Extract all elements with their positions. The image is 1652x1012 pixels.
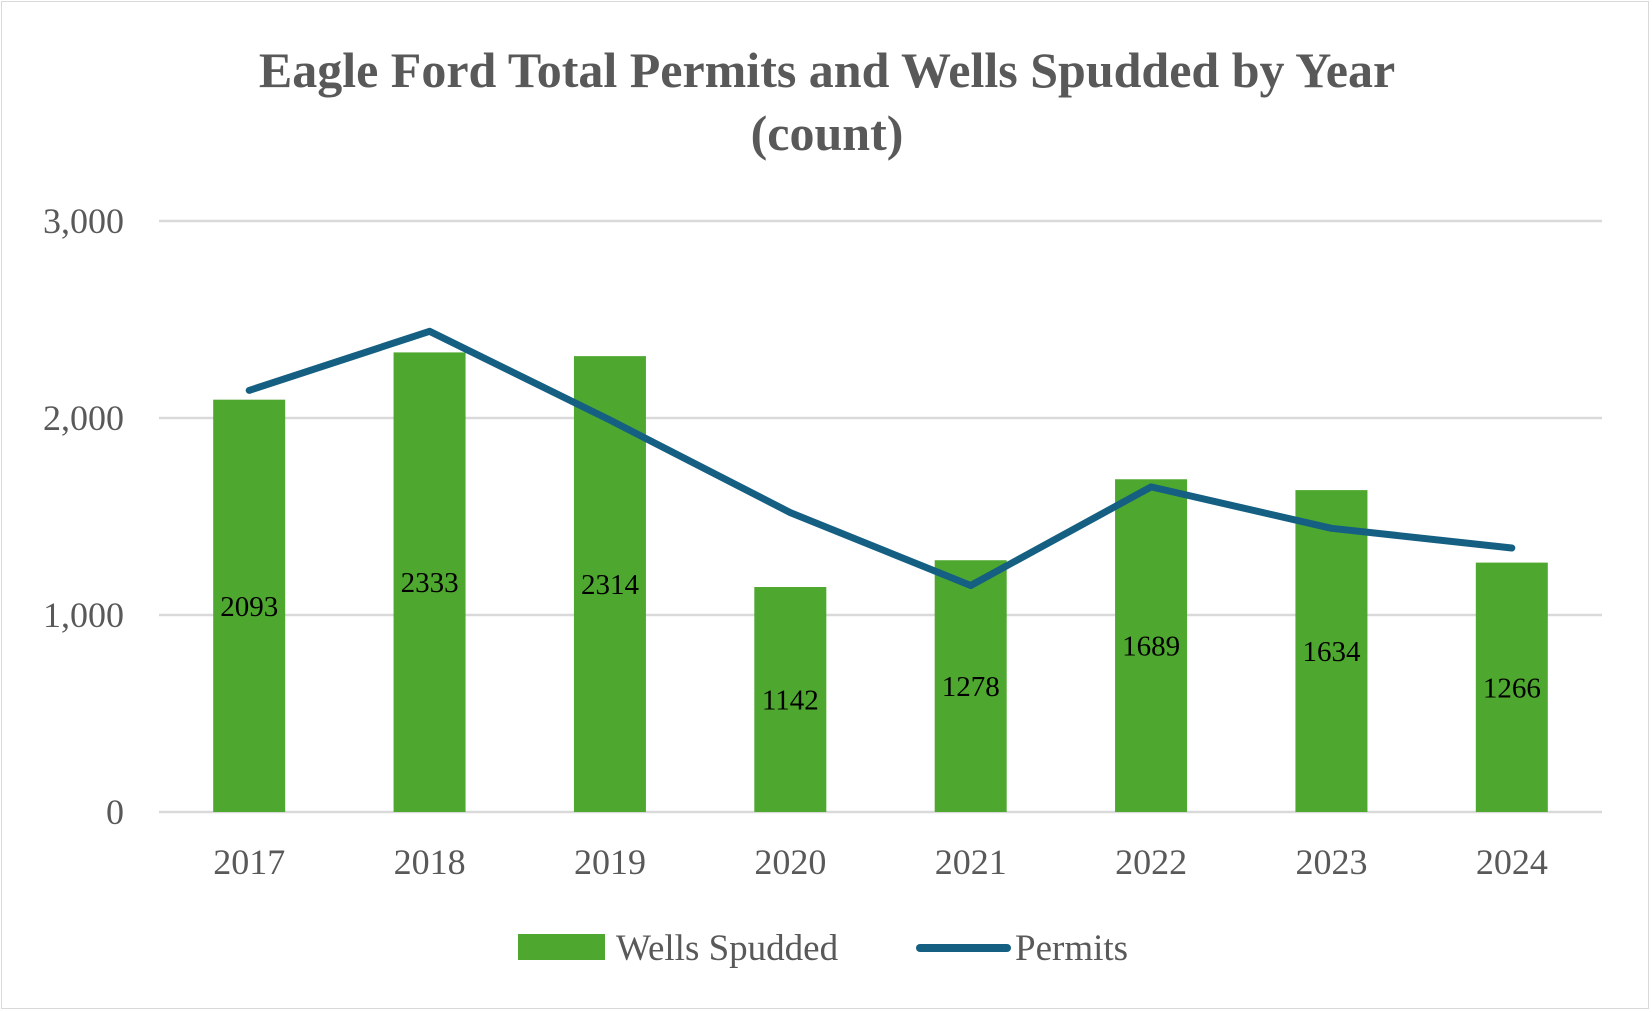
data-label-wells-spudded-2022: 1689 [1122,631,1180,663]
bars-wells-spudded [213,352,1548,812]
line-permits [245,327,1516,589]
y-tick-label: 2,000 [43,398,124,438]
x-tick-label-2024: 2024 [1476,842,1548,882]
y-tick-label: 1,000 [43,595,124,635]
data-label-wells-spudded-2023: 1634 [1302,636,1361,668]
bar-wells-spudded-2021 [934,560,1007,812]
chart-title-line-1: Eagle Ford Total Permits and Wells Spudd… [259,42,1395,98]
legend: Wells Spudded Permits [518,928,1128,969]
x-tick-label-2017: 2017 [213,842,285,882]
data-label-wells-spudded-2018: 2333 [401,567,459,599]
bar-wells-spudded-2017 [213,399,286,812]
x-tick-label-2019: 2019 [574,842,646,882]
bar-wells-spudded-2023 [1295,490,1368,812]
bar-wells-spudded-2024 [1475,562,1548,812]
data-label-wells-spudded-2017: 2093 [220,591,278,623]
x-tick-label-2022: 2022 [1115,842,1187,882]
gridlines [159,219,1602,814]
y-tick-label: 0 [106,792,124,832]
legend-label-wells-spudded: Wells Spudded [616,928,839,969]
data-label-wells-spudded-2024: 1266 [1483,672,1541,704]
y-tick-label: 3,000 [43,201,124,241]
x-tick-label-2023: 2023 [1295,842,1367,882]
y-axis-ticks: 0 1,000 2,000 3,000 [43,201,124,832]
x-tick-label-2018: 2018 [394,842,466,882]
legend-label-permits: Permits [1015,928,1128,969]
bar-wells-spudded-2020 [754,587,827,812]
bar-wells-spudded-2018 [393,352,466,812]
data-label-wells-spudded-2020: 1142 [762,685,819,717]
x-tick-label-2021: 2021 [935,842,1007,882]
data-label-wells-spudded-2021: 1278 [942,671,1000,703]
data-label-wells-spudded-2019: 2314 [581,569,640,601]
chart-title-line-2: (count) [751,105,904,161]
permits-line [245,327,1516,589]
bar-data-labels: 2093 2333 2314 1142 1278 1689 1634 1266 [220,567,1541,716]
bar-wells-spudded-2022 [1115,479,1188,812]
legend-swatch-wells-spudded [518,934,605,960]
x-axis-ticks: 2017 2018 2019 2020 2021 2022 2023 2024 [213,842,1548,882]
x-tick-label-2020: 2020 [754,842,826,882]
